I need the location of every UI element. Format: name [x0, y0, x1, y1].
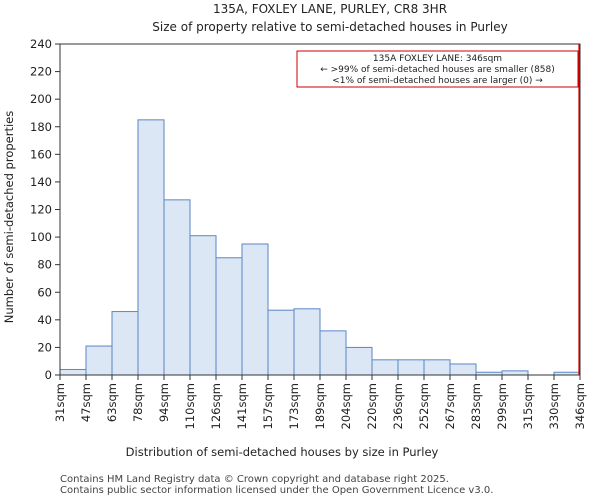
x-tick-label: 126sqm	[209, 383, 223, 429]
footer-line-1: Contains HM Land Registry data © Crown c…	[60, 474, 449, 485]
annotation-line-3: <1% of semi-detached houses are larger (…	[332, 76, 543, 86]
y-tick-label: 220	[30, 65, 52, 79]
histogram-bar	[449, 363, 477, 376]
x-tick-label: 346sqm	[573, 383, 587, 429]
y-tick-label: 0	[45, 368, 52, 382]
annotation-line-2: ← >99% of semi-detached houses are small…	[320, 65, 555, 75]
x-tick-label: 267sqm	[443, 383, 457, 429]
histogram-bar	[267, 309, 295, 376]
annotation-box: 135A FOXLEY LANE: 346sqm ← >99% of semi-…	[296, 50, 579, 88]
x-tick-label: 204sqm	[339, 383, 353, 429]
x-tick-label: 110sqm	[183, 383, 197, 429]
x-tick-label: 63sqm	[105, 383, 119, 422]
histogram-bar	[111, 311, 139, 376]
x-tick-label: 31sqm	[53, 383, 67, 422]
x-axis: 31sqm 47sqm 63sqm 78sqm 94sqm 110sqm 126sqm 141…	[53, 375, 587, 429]
histogram-bar	[59, 368, 87, 376]
y-tick-label: 20	[37, 340, 52, 354]
histogram-bar	[423, 359, 451, 376]
plot-frame	[59, 43, 581, 376]
histogram-bar	[397, 359, 425, 376]
x-tick-label: 173sqm	[287, 383, 301, 429]
annotation-frame	[296, 50, 579, 88]
y-tick-label: 160	[30, 147, 52, 161]
y-tick-label: 140	[30, 175, 52, 189]
y-tick-label: 40	[37, 313, 52, 327]
bars	[59, 119, 581, 376]
histogram-bar	[319, 330, 347, 376]
histogram-bar	[241, 243, 269, 376]
x-tick-label: 283sqm	[469, 383, 483, 429]
x-tick-label: 236sqm	[391, 383, 405, 429]
y-tick-label: 240	[30, 37, 52, 51]
x-tick-label: 299sqm	[495, 383, 509, 429]
footer-line-2: Contains public sector information licen…	[60, 485, 494, 496]
histogram-bar	[501, 370, 529, 376]
x-tick-label: 157sqm	[261, 383, 275, 429]
histogram-bar	[137, 119, 165, 376]
x-tick-label: 94sqm	[157, 383, 171, 422]
x-tick-label: 220sqm	[365, 383, 379, 429]
y-axis-label: Number of semi-detached properties	[2, 111, 16, 323]
histogram-bar	[215, 257, 243, 376]
histogram-bar	[345, 346, 373, 376]
chart-subtitle: Size of property relative to semi-detach…	[152, 20, 507, 34]
histogram-bar	[85, 345, 113, 376]
x-tick-label: 189sqm	[313, 383, 327, 429]
y-tick-label: 180	[30, 120, 52, 134]
histogram-bar	[189, 235, 217, 376]
x-tick-label: 315sqm	[521, 383, 535, 429]
y-tick-label: 100	[30, 230, 52, 244]
chart-title: 135A, FOXLEY LANE, PURLEY, CR8 3HR	[213, 2, 447, 16]
y-tick-label: 120	[30, 203, 52, 217]
x-tick-label: 47sqm	[79, 383, 93, 422]
histogram-bar	[293, 308, 321, 376]
y-axis: 0 20 40 60 80 100 120 140 160 180 200 220 240	[30, 37, 60, 382]
annotation-line-1: 135A FOXLEY LANE: 346sqm	[373, 54, 502, 64]
x-tick-label: 78sqm	[131, 383, 145, 422]
histogram-bar	[371, 359, 399, 376]
y-tick-label: 80	[37, 258, 52, 272]
x-tick-label: 330sqm	[547, 383, 561, 429]
histogram-bar	[163, 199, 191, 376]
x-axis-label: Distribution of semi-detached houses by …	[126, 445, 439, 459]
x-tick-label: 252sqm	[417, 383, 431, 429]
x-tick-label: 141sqm	[235, 383, 249, 429]
y-tick-label: 200	[30, 92, 52, 106]
y-tick-label: 60	[37, 285, 52, 299]
